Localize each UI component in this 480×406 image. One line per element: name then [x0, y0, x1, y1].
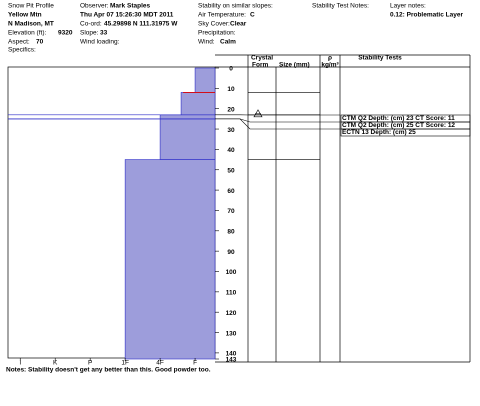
label: Air Temperature:: [198, 12, 246, 19]
column-header: Size (mm): [279, 62, 310, 69]
y-tick-label: 20: [227, 106, 235, 113]
test-label: CTM Q2 Depth: (cm) 25 CT Score: 12: [342, 122, 455, 129]
table-lines: [215, 54, 471, 363]
column-header: Form: [252, 62, 268, 69]
label: Elevation (ft):: [8, 30, 46, 37]
x-tick-label: 4F: [156, 360, 164, 367]
label: Aspect:: [8, 39, 30, 46]
value: 33: [100, 30, 108, 37]
y-tick-label: 130: [226, 330, 237, 337]
region: N Madison, MT: [8, 21, 54, 28]
label: Sky Cover:: [198, 21, 230, 28]
label: Wind loading:: [80, 39, 120, 46]
label: Stability Test Notes:: [312, 3, 369, 10]
location: Yellow Mtn: [8, 12, 42, 19]
test-leader: [215, 118, 340, 123]
layer-bar: [194, 67, 216, 93]
label: Layer notes:: [390, 3, 426, 10]
label: Precipitation:: [198, 30, 236, 37]
column-header: Crystal: [251, 55, 273, 62]
label: Wind:: [198, 39, 215, 46]
test-leader: [215, 118, 340, 130]
y-tick-label: 80: [227, 229, 235, 236]
label: Specifics:: [8, 47, 36, 54]
value: 45.29898 N 111.31975 W: [104, 21, 178, 28]
test-symbol: [253, 109, 263, 118]
x-tick-label: K: [53, 360, 58, 367]
title: Snow Pit Profile: [8, 3, 54, 10]
value: Calm: [220, 39, 236, 46]
y-tick-label: 30: [227, 127, 235, 134]
y-tick-label: 0: [229, 66, 233, 73]
layer-bar: [159, 114, 216, 160]
y-tick-label: 120: [226, 310, 237, 317]
value: 0.12: Problematic Layer: [390, 12, 463, 19]
y-tick-label: 110: [226, 290, 237, 297]
column-header: ρ: [328, 55, 332, 62]
value: Thu Apr 07 15:26:30 MDT 2011: [80, 12, 174, 19]
y-tick-label: 70: [227, 208, 235, 215]
y-tick-label: 10: [227, 86, 235, 93]
label: Slope:: [80, 30, 99, 37]
x-tick-label: I: [19, 360, 21, 367]
label: Observer:: [80, 3, 109, 10]
y-tick-label: 100: [226, 269, 237, 276]
value: Mark Staples: [110, 3, 150, 10]
column-header: Stability Tests: [358, 55, 402, 62]
label: Co-ord:: [80, 21, 102, 28]
notes: Notes: Stability doesn't get any better …: [6, 367, 211, 374]
x-tick-label: F: [193, 360, 197, 367]
test-box: [340, 128, 471, 137]
y-tick-label: 90: [227, 249, 235, 256]
value: C: [250, 12, 255, 19]
x-tick-label: P: [88, 360, 92, 367]
column-header: kg/m³: [321, 62, 339, 69]
y-tick-label: 60: [227, 188, 235, 195]
test-label: ECTN 13 Depth: (cm) 25: [342, 129, 416, 136]
value: 9320: [58, 30, 73, 37]
value: 70: [36, 39, 44, 46]
layer-bar: [124, 159, 216, 360]
x-tick-label: 1F: [121, 360, 129, 367]
layer-bar: [180, 92, 216, 116]
y-tick-label: 40: [227, 147, 235, 154]
y-tick-label: 50: [227, 167, 235, 174]
label: Stability on similar slopes:: [198, 3, 273, 10]
y-tick-label: 140: [226, 351, 237, 358]
value: Clear: [230, 21, 247, 28]
test-label: CTM Q2 Depth: (cm) 23 CT Score: 11: [342, 115, 455, 122]
y-tick-label: 143: [226, 357, 237, 364]
